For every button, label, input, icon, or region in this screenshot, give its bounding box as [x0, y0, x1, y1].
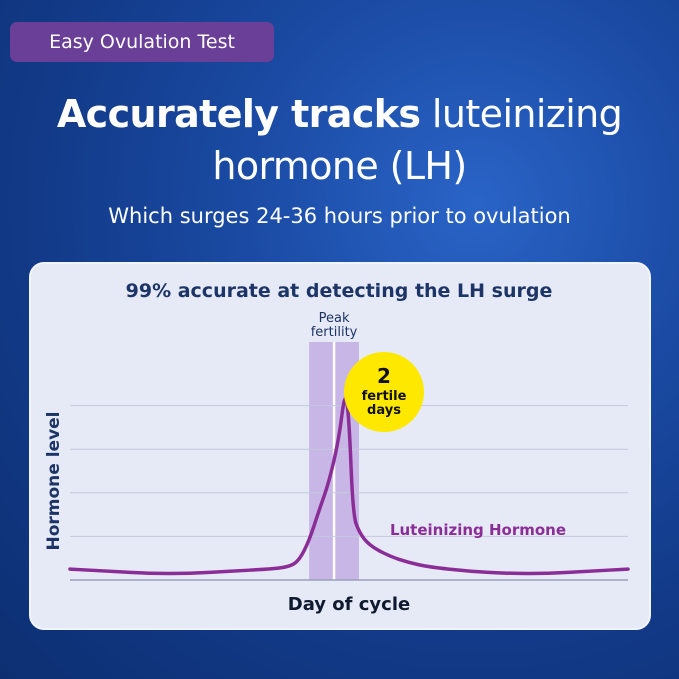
fertile-days-callout	[344, 352, 424, 432]
headline-bold: Accurately tracks	[56, 92, 421, 136]
product-badge: Easy Ovulation Test	[10, 22, 274, 62]
headline-rest: luteinizing	[420, 92, 623, 136]
fertile-days-text-2: days	[367, 403, 401, 418]
subheadline: Which surges 24-36 hours prior to ovulat…	[108, 204, 571, 228]
fertile-days-number: 2	[377, 364, 391, 388]
x-axis-label: Day of cycle	[288, 594, 410, 615]
fertile-days-text-1: fertile	[362, 389, 407, 404]
headline: Accurately tracks luteinizing hormone (L…	[0, 88, 679, 192]
chart-title: 99% accurate at detecting the LH surge	[126, 280, 553, 302]
series-label-1: Luteinizing Hormone	[390, 521, 566, 539]
y-axis-label: Hormone level	[44, 411, 64, 550]
peak-label-line2: fertility	[311, 325, 358, 340]
peak-label-line1: Peak	[319, 311, 350, 326]
headline-line2: hormone (LH)	[212, 144, 467, 188]
